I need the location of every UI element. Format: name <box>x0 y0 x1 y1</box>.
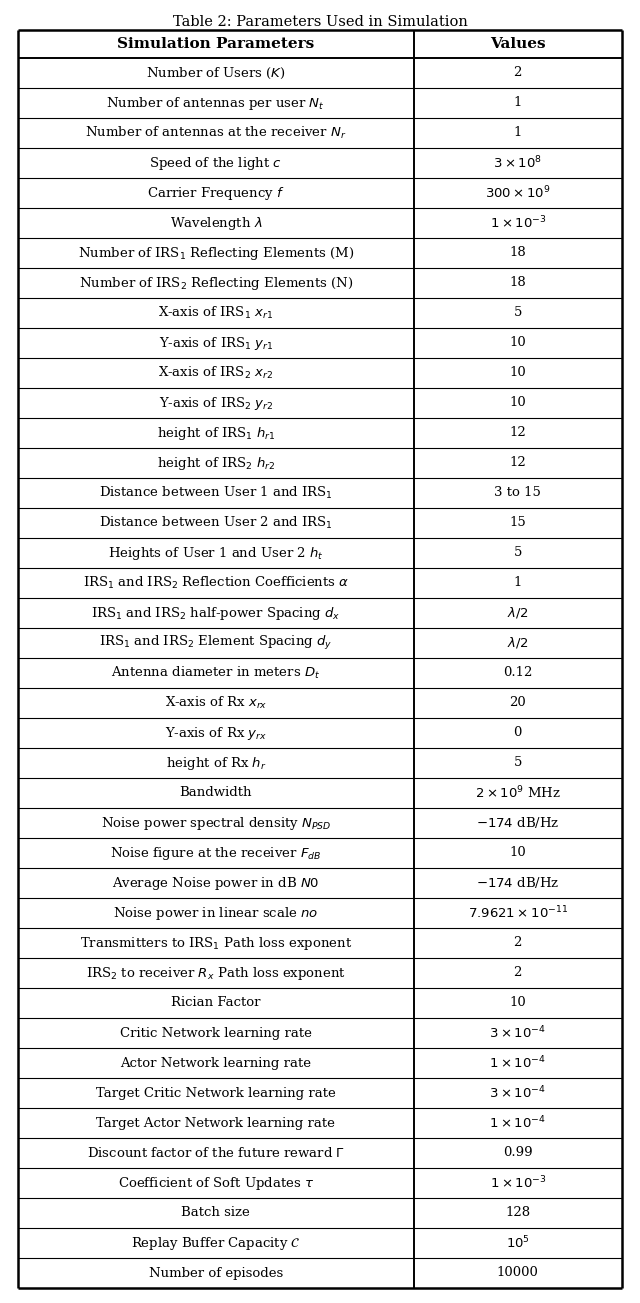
Text: Table 2: Parameters Used in Simulation: Table 2: Parameters Used in Simulation <box>173 16 467 29</box>
Text: 12: 12 <box>509 426 526 439</box>
Text: height of IRS$_1$ $h_{r1}$: height of IRS$_1$ $h_{r1}$ <box>157 425 275 442</box>
Text: $\lambda/2$: $\lambda/2$ <box>507 606 529 620</box>
Text: Distance between User 1 and IRS$_1$: Distance between User 1 and IRS$_1$ <box>99 485 333 502</box>
Text: height of IRS$_2$ $h_{r2}$: height of IRS$_2$ $h_{r2}$ <box>157 455 275 472</box>
Text: 18: 18 <box>509 276 526 289</box>
Text: 10000: 10000 <box>497 1267 539 1280</box>
Text: IRS$_1$ and IRS$_2$ Reflection Coefficients $\alpha$: IRS$_1$ and IRS$_2$ Reflection Coefficie… <box>83 575 349 592</box>
Text: Average Noise power in dB $N0$: Average Noise power in dB $N0$ <box>112 874 319 891</box>
Text: X-axis of IRS$_1$ $x_{r1}$: X-axis of IRS$_1$ $x_{r1}$ <box>158 305 273 321</box>
Text: $1 \times 10^{-4}$: $1 \times 10^{-4}$ <box>490 1054 546 1071</box>
Text: 0: 0 <box>514 727 522 740</box>
Text: 10: 10 <box>509 997 526 1010</box>
Text: 5: 5 <box>514 757 522 770</box>
Text: $3 \times 10^{-4}$: $3 \times 10^{-4}$ <box>490 1024 546 1041</box>
Text: Rician Factor: Rician Factor <box>171 997 260 1010</box>
Text: 128: 128 <box>505 1207 531 1220</box>
Text: Values: Values <box>490 36 546 51</box>
Text: IRS$_1$ and IRS$_2$ Element Spacing $d_y$: IRS$_1$ and IRS$_2$ Element Spacing $d_y… <box>99 635 333 652</box>
Text: Noise figure at the receiver $F_{dB}$: Noise figure at the receiver $F_{dB}$ <box>110 844 321 861</box>
Text: Antenna diameter in meters $D_t$: Antenna diameter in meters $D_t$ <box>111 665 321 681</box>
Text: Y-axis of Rx $y_{rx}$: Y-axis of Rx $y_{rx}$ <box>165 724 267 741</box>
Text: $1 \times 10^{-3}$: $1 \times 10^{-3}$ <box>490 215 546 232</box>
Text: Number of IRS$_1$ Reflecting Elements (M): Number of IRS$_1$ Reflecting Elements (M… <box>77 245 354 262</box>
Text: 10: 10 <box>509 396 526 409</box>
Text: 10: 10 <box>509 847 526 860</box>
Text: 5: 5 <box>514 306 522 319</box>
Text: 1: 1 <box>514 96 522 109</box>
Text: Number of episodes: Number of episodes <box>148 1267 283 1280</box>
Text: Number of antennas per user $N_t$: Number of antennas per user $N_t$ <box>106 95 325 112</box>
Text: Wavelength $\lambda$: Wavelength $\lambda$ <box>170 215 262 232</box>
Text: 2: 2 <box>514 967 522 980</box>
Text: IRS$_2$ to receiver $R_x$ Path loss exponent: IRS$_2$ to receiver $R_x$ Path loss expo… <box>86 964 346 981</box>
Text: 3 to 15: 3 to 15 <box>494 486 541 499</box>
Text: Distance between User 2 and IRS$_1$: Distance between User 2 and IRS$_1$ <box>99 515 333 532</box>
Text: 12: 12 <box>509 456 526 469</box>
Text: Carrier Frequency $f$: Carrier Frequency $f$ <box>147 185 285 202</box>
Text: Noise power in linear scale $no$: Noise power in linear scale $no$ <box>113 904 319 921</box>
Text: 20: 20 <box>509 697 526 710</box>
Text: $3 \times 10^{-4}$: $3 \times 10^{-4}$ <box>490 1084 546 1101</box>
Text: $7.9621 \times 10^{-11}$: $7.9621 \times 10^{-11}$ <box>468 904 568 921</box>
Text: 1: 1 <box>514 126 522 139</box>
Text: Number of Users ($K$): Number of Users ($K$) <box>146 65 285 81</box>
Text: $-174$ dB/Hz: $-174$ dB/Hz <box>476 816 559 830</box>
Text: 0.12: 0.12 <box>503 667 532 679</box>
Text: X-axis of IRS$_2$ $x_{r2}$: X-axis of IRS$_2$ $x_{r2}$ <box>158 365 273 380</box>
Text: Critic Network learning rate: Critic Network learning rate <box>120 1027 312 1040</box>
Text: Heights of User 1 and User 2 $h_t$: Heights of User 1 and User 2 $h_t$ <box>108 545 324 562</box>
Text: Discount factor of the future reward $\Gamma$: Discount factor of the future reward $\G… <box>87 1147 345 1160</box>
Text: Transmitters to IRS$_1$ Path loss exponent: Transmitters to IRS$_1$ Path loss expone… <box>80 934 352 951</box>
Text: $\lambda/2$: $\lambda/2$ <box>507 636 529 650</box>
Text: 10: 10 <box>509 336 526 349</box>
Text: $300 \times 10^9$: $300 \times 10^9$ <box>485 185 550 201</box>
Text: 18: 18 <box>509 246 526 259</box>
Text: Number of IRS$_2$ Reflecting Elements (N): Number of IRS$_2$ Reflecting Elements (N… <box>79 275 353 292</box>
Text: Number of antennas at the receiver $N_r$: Number of antennas at the receiver $N_r$ <box>85 125 346 141</box>
Text: Batch size: Batch size <box>181 1207 250 1220</box>
Text: X-axis of Rx $x_{rx}$: X-axis of Rx $x_{rx}$ <box>164 694 267 711</box>
Text: $3 \times 10^8$: $3 \times 10^8$ <box>493 155 542 171</box>
Text: Target Critic Network learning rate: Target Critic Network learning rate <box>96 1087 336 1100</box>
Text: Coefficient of Soft Updates $\tau$: Coefficient of Soft Updates $\tau$ <box>118 1174 314 1191</box>
Text: $10^5$: $10^5$ <box>506 1235 530 1251</box>
Text: $1 \times 10^{-3}$: $1 \times 10^{-3}$ <box>490 1175 546 1191</box>
Text: Y-axis of IRS$_1$ $y_{r1}$: Y-axis of IRS$_1$ $y_{r1}$ <box>159 335 273 352</box>
Text: IRS$_1$ and IRS$_2$ half-power Spacing $d_x$: IRS$_1$ and IRS$_2$ half-power Spacing $… <box>91 605 340 622</box>
Text: 0.99: 0.99 <box>503 1147 532 1160</box>
Text: 10: 10 <box>509 366 526 379</box>
Text: Speed of the light $c$: Speed of the light $c$ <box>149 155 282 172</box>
Text: Y-axis of IRS$_2$ $y_{r2}$: Y-axis of IRS$_2$ $y_{r2}$ <box>159 395 273 412</box>
Text: Noise power spectral density $N_{PSD}$: Noise power spectral density $N_{PSD}$ <box>100 814 331 831</box>
Text: $2 \times 10^9$ MHz: $2 \times 10^9$ MHz <box>475 784 561 801</box>
Text: Simulation Parameters: Simulation Parameters <box>117 36 314 51</box>
Text: Bandwidth: Bandwidth <box>180 787 252 800</box>
Text: $-174$ dB/Hz: $-174$ dB/Hz <box>476 876 559 890</box>
Text: height of Rx $h_r$: height of Rx $h_r$ <box>166 754 266 771</box>
Text: 2: 2 <box>514 66 522 79</box>
Text: Target Actor Network learning rate: Target Actor Network learning rate <box>97 1117 335 1130</box>
Text: Replay Buffer Capacity $\mathcal{C}$: Replay Buffer Capacity $\mathcal{C}$ <box>131 1234 301 1251</box>
Text: 2: 2 <box>514 937 522 950</box>
Text: 15: 15 <box>509 516 526 529</box>
Text: Actor Network learning rate: Actor Network learning rate <box>120 1057 311 1070</box>
Text: $1 \times 10^{-4}$: $1 \times 10^{-4}$ <box>490 1114 546 1131</box>
Text: 1: 1 <box>514 576 522 589</box>
Text: 5: 5 <box>514 546 522 559</box>
